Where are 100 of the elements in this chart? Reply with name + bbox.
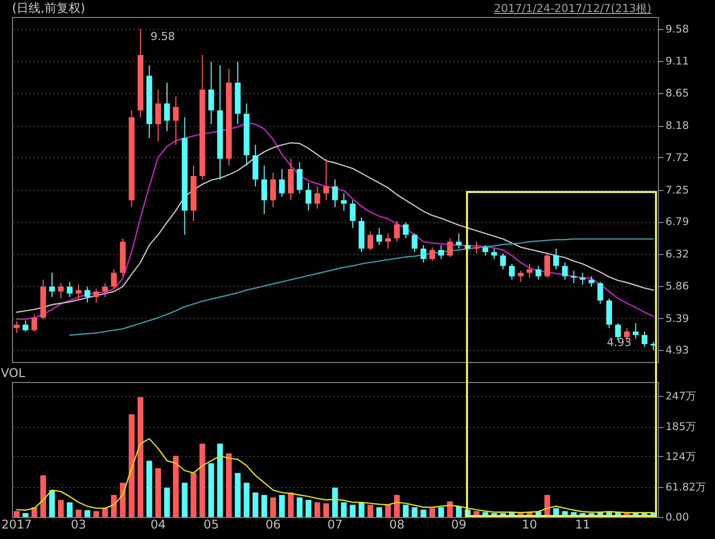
y-tick-label: 7.25 bbox=[666, 184, 689, 196]
candlestick bbox=[270, 172, 276, 208]
x-tick-label: 11 bbox=[574, 518, 590, 532]
x-tick-label: 10 bbox=[522, 518, 538, 532]
candlestick bbox=[14, 320, 20, 334]
bar bbox=[49, 490, 55, 517]
y-tick-label: 124万 bbox=[666, 450, 697, 463]
x-tick-label: 08 bbox=[389, 518, 405, 532]
candlestick bbox=[544, 252, 550, 278]
candlestick bbox=[580, 272, 586, 286]
candlestick bbox=[385, 232, 391, 250]
candlestick bbox=[447, 238, 453, 258]
candlestick bbox=[31, 314, 38, 332]
bar bbox=[199, 444, 206, 517]
candlestick bbox=[261, 165, 268, 215]
bar bbox=[270, 497, 276, 517]
y-tick-label: 6.79 bbox=[666, 216, 689, 228]
bar bbox=[226, 453, 232, 517]
x-tick-label: 07 bbox=[327, 518, 343, 532]
y-tick-label: 7.72 bbox=[666, 152, 689, 164]
y-tick-label: 4.93 bbox=[666, 344, 689, 357]
bar bbox=[14, 511, 20, 517]
bar bbox=[376, 507, 382, 517]
bar bbox=[261, 494, 268, 517]
bar bbox=[385, 504, 391, 517]
candlestick bbox=[22, 320, 28, 332]
bar bbox=[412, 507, 418, 517]
bar bbox=[429, 508, 436, 517]
bar bbox=[66, 502, 73, 517]
bar bbox=[164, 488, 170, 517]
candlestick bbox=[482, 244, 488, 256]
candlestick bbox=[296, 162, 302, 194]
bar bbox=[314, 502, 320, 517]
bar bbox=[146, 460, 152, 517]
line-series bbox=[16, 438, 654, 514]
candlestick bbox=[340, 192, 347, 212]
x-tick-label: 03 bbox=[70, 518, 86, 532]
bar bbox=[394, 494, 400, 517]
candlestick bbox=[474, 241, 480, 254]
bar bbox=[190, 472, 196, 517]
bar bbox=[332, 488, 338, 517]
line-series bbox=[69, 238, 654, 336]
y-tick-label: 5.86 bbox=[666, 280, 690, 292]
bar bbox=[102, 508, 108, 517]
y-tick-label: 6.32 bbox=[666, 248, 689, 261]
candlestick bbox=[76, 284, 82, 301]
y-tick-label: 9.58 bbox=[666, 23, 689, 36]
bar bbox=[288, 492, 294, 517]
candlestick bbox=[102, 282, 108, 298]
chart-title: (日线,前复权) bbox=[12, 1, 86, 15]
candlestick bbox=[49, 272, 55, 298]
candlestick bbox=[491, 248, 498, 260]
candlestick bbox=[368, 230, 374, 250]
candlestick bbox=[332, 178, 338, 208]
annotation: 9.58 bbox=[150, 30, 175, 43]
candlestick bbox=[642, 331, 648, 348]
x-tick-label: 09 bbox=[451, 518, 466, 532]
candlestick bbox=[412, 232, 418, 253]
bar bbox=[252, 492, 258, 517]
y-tick-label: 61.82万 bbox=[666, 481, 707, 494]
bar bbox=[217, 444, 223, 517]
y-tick-label: 5.39 bbox=[666, 312, 689, 325]
y-tick-label: 8.65 bbox=[666, 88, 689, 100]
bar bbox=[22, 513, 28, 517]
candlestick bbox=[314, 186, 320, 210]
candlestick bbox=[84, 286, 90, 304]
candlestick bbox=[208, 61, 214, 125]
candlestick bbox=[172, 96, 179, 146]
candlestick bbox=[588, 276, 594, 288]
candlestick bbox=[508, 263, 515, 280]
candlestick bbox=[518, 270, 524, 282]
candlestick bbox=[323, 158, 330, 201]
x-tick-label: 05 bbox=[204, 518, 219, 532]
candlestick bbox=[553, 248, 559, 270]
bar bbox=[340, 502, 347, 517]
bar bbox=[111, 494, 117, 517]
bar bbox=[172, 456, 179, 517]
bar bbox=[58, 500, 64, 517]
candlestick bbox=[456, 232, 462, 250]
candlestick bbox=[93, 288, 100, 304]
bar bbox=[182, 482, 188, 517]
bar bbox=[84, 510, 90, 517]
candlestick bbox=[402, 222, 409, 239]
text: 2017/1/24-2017/12/7(213根) bbox=[494, 1, 652, 16]
bar bbox=[93, 511, 100, 517]
x-tick-label: 06 bbox=[265, 518, 281, 532]
bar bbox=[350, 504, 356, 517]
y-tick-label: 247万 bbox=[666, 390, 697, 403]
annotation: 4.93 bbox=[606, 336, 632, 350]
candlestick bbox=[306, 182, 312, 212]
candlestick bbox=[155, 89, 162, 142]
candlestick bbox=[350, 200, 356, 228]
candlestick bbox=[500, 252, 506, 270]
bar bbox=[244, 482, 250, 517]
bar bbox=[40, 475, 46, 517]
y-tick-label: 185万 bbox=[666, 421, 697, 434]
x-tick-label: 2017 bbox=[1, 518, 32, 532]
candlestick bbox=[279, 168, 285, 198]
bar bbox=[456, 506, 462, 517]
candlestick bbox=[438, 244, 444, 260]
